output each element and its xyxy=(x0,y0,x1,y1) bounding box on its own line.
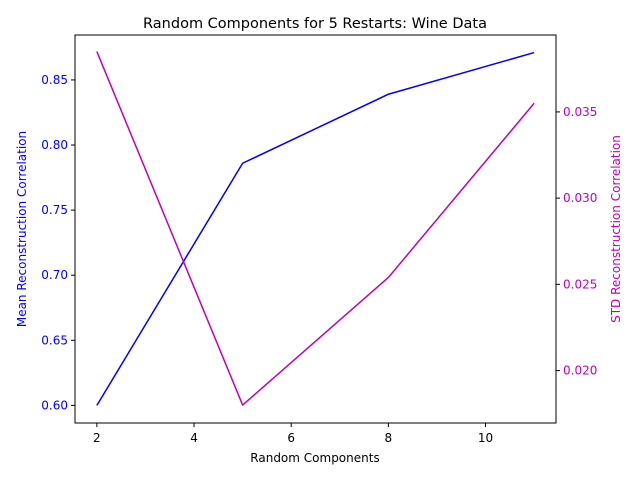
chart-title: Random Components for 5 Restarts: Wine D… xyxy=(143,16,487,32)
left-y-axis: 0.60 0.65 0.70 0.75 0.80 0.85 xyxy=(41,73,75,412)
x-axis: 2 4 6 8 10 xyxy=(93,423,493,445)
right-y-axis-label: STD Reconstruction Correlation xyxy=(609,135,623,323)
left-y-tick-label: 0.70 xyxy=(41,268,68,282)
right-y-tick-label: 0.035 xyxy=(563,105,597,119)
x-tick-label: 6 xyxy=(287,431,295,445)
plot-lines xyxy=(96,51,535,406)
left-y-tick-label: 0.75 xyxy=(41,203,68,217)
mean-correlation-line xyxy=(96,51,535,406)
right-y-axis: 0.020 0.025 0.030 0.035 xyxy=(556,105,597,378)
left-y-tick-label: 0.80 xyxy=(41,138,68,152)
std-correlation-line xyxy=(96,51,535,406)
left-y-tick-label: 0.65 xyxy=(41,333,68,347)
right-y-tick-label: 0.020 xyxy=(563,364,597,378)
x-tick-label: 8 xyxy=(385,431,393,445)
left-y-tick-label: 0.85 xyxy=(41,73,68,87)
left-y-axis-label: Mean Reconstruction Correlation xyxy=(15,131,29,327)
x-tick-label: 2 xyxy=(93,431,101,445)
right-y-tick-label: 0.030 xyxy=(563,191,597,205)
plot-frame xyxy=(74,34,557,424)
x-tick-label: 4 xyxy=(190,431,198,445)
x-axis-label: Random Components xyxy=(250,451,379,465)
right-y-tick-label: 0.025 xyxy=(563,277,597,291)
left-y-tick-label: 0.60 xyxy=(41,398,68,412)
x-tick-label: 10 xyxy=(478,431,493,445)
